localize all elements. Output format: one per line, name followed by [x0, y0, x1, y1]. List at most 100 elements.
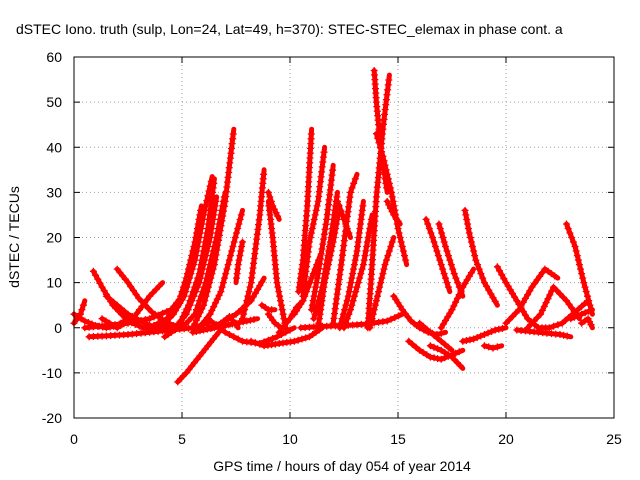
data-point [249, 293, 257, 301]
data-point [347, 279, 355, 287]
data-point [200, 326, 208, 334]
data-point [316, 260, 324, 268]
data-point [128, 318, 136, 326]
data-point [316, 310, 324, 318]
data-point [185, 301, 192, 309]
data-point [450, 302, 458, 310]
data-point [352, 252, 360, 260]
data-point [211, 256, 219, 264]
data-point [440, 238, 448, 246]
data-point [575, 261, 583, 269]
data-point [383, 170, 391, 178]
data-point [192, 328, 200, 335]
data-point [313, 202, 321, 210]
data-point [563, 332, 571, 340]
data-point [362, 247, 370, 255]
data-point [313, 279, 320, 287]
data-point [154, 319, 162, 327]
data-point [203, 288, 211, 296]
data-point [376, 283, 384, 291]
data-point [365, 229, 373, 237]
data-series [459, 325, 509, 345]
data-point [491, 297, 499, 305]
data-point [487, 290, 495, 298]
data-point [399, 247, 407, 255]
data-point [197, 261, 205, 269]
y-axis-label: dSTEC / TECUs [6, 186, 22, 288]
data-point [559, 293, 567, 301]
data-point [230, 238, 238, 246]
data-point [394, 217, 402, 225]
x-tick-label: 15 [390, 431, 406, 447]
data-point [430, 238, 438, 246]
data-point [219, 212, 227, 220]
data-series [416, 319, 455, 353]
data-point [159, 309, 167, 317]
data-point [196, 265, 204, 273]
data-point [286, 326, 294, 334]
data-point [439, 265, 447, 273]
data-point [442, 243, 449, 250]
data-point [519, 298, 527, 306]
data-point [337, 206, 345, 214]
data-series [247, 325, 325, 350]
data-point [242, 301, 250, 309]
data-point [216, 227, 224, 235]
data-point [191, 283, 199, 291]
data-point [307, 130, 315, 138]
data-point [223, 265, 231, 273]
data-point [480, 331, 488, 338]
data-series [437, 266, 477, 332]
data-point [383, 317, 391, 325]
data-point [194, 238, 202, 246]
data-point [437, 261, 445, 269]
data-point [135, 294, 143, 302]
data-point [331, 310, 338, 317]
data-point [98, 283, 106, 291]
data-point [345, 229, 353, 237]
data-series [189, 126, 237, 332]
data-point [456, 362, 464, 369]
data-point [437, 324, 445, 332]
data-point [231, 320, 239, 328]
data-point [412, 343, 420, 351]
data-point [466, 336, 474, 344]
data-point [489, 294, 497, 302]
data-point [452, 349, 460, 357]
data-point [441, 340, 449, 348]
data-point [302, 334, 310, 342]
data-point [196, 309, 204, 317]
data-point [378, 148, 386, 156]
data-point [207, 274, 215, 282]
data-point [524, 291, 532, 299]
data-point [278, 306, 286, 314]
data-point [384, 252, 392, 260]
data-point [189, 328, 197, 336]
data-point [333, 215, 341, 223]
data-point [423, 325, 431, 333]
data-point [370, 306, 378, 314]
data-point [350, 179, 358, 187]
data-point [321, 279, 329, 287]
data-point [568, 304, 576, 312]
data-point [234, 225, 242, 232]
data-point [568, 234, 576, 241]
data-point [342, 220, 350, 228]
data-point [461, 280, 469, 287]
data-point [546, 291, 554, 299]
data-point [466, 234, 474, 241]
data-point [198, 256, 206, 264]
data-point [509, 313, 516, 320]
data-point [256, 340, 264, 348]
data-point [385, 76, 393, 84]
data-point [372, 130, 380, 138]
data-point [312, 283, 320, 291]
data-point [551, 272, 559, 280]
data-point [152, 285, 160, 293]
data-series [567, 307, 595, 323]
data-point [464, 220, 472, 228]
data-point [488, 328, 496, 335]
data-point [310, 292, 318, 300]
data-series [364, 72, 393, 332]
data-point [243, 317, 251, 325]
